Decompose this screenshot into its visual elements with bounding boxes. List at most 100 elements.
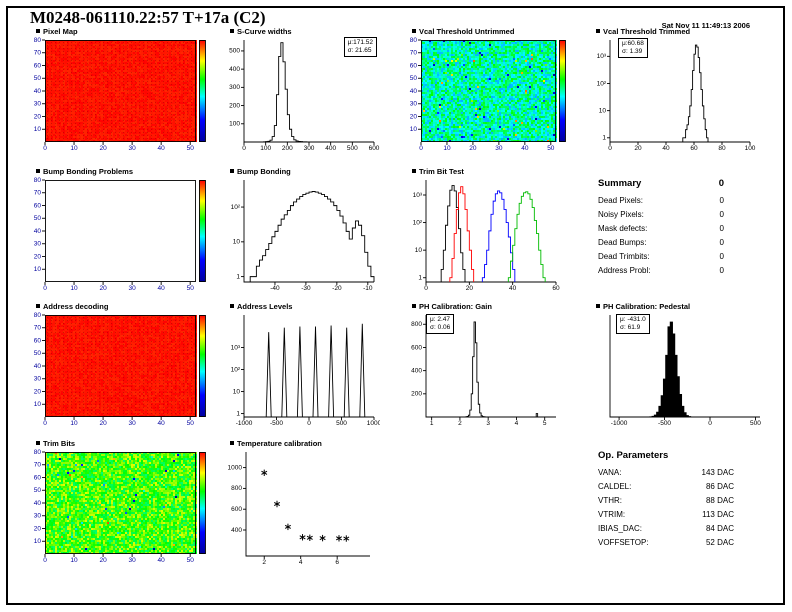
op-parameters-title: Op. Parameters	[598, 450, 669, 461]
bump-bonding-histogram-canvas	[224, 177, 380, 292]
summary-row-value: 0	[719, 224, 724, 233]
op-parameters-panel: Op. Parameters VANA: 143 DAC CALDEL: 86 DA…	[598, 450, 734, 552]
op-parameter-label: VANA:	[598, 468, 622, 477]
op-parameter-value: 88 DAC	[705, 496, 734, 505]
s-curve-widths-panel: S-Curve widths μ:171.52 σ: 21.65	[224, 26, 380, 152]
op-parameter-row: VTHR: 88 DAC	[598, 496, 734, 505]
stat-sigma: σ: 61.9	[620, 324, 641, 331]
op-parameter-row: VTRIM: 113 DAC	[598, 510, 734, 519]
op-parameter-row: VANA: 143 DAC	[598, 468, 734, 477]
summary-row-value: 0	[719, 238, 724, 247]
stat-mu: μ:60.68	[622, 40, 644, 47]
op-parameter-label: CALDEL:	[598, 482, 632, 491]
bump-bonding-problems-panel: Bump Bonding Problems	[30, 166, 212, 292]
op-parameter-label: IBIAS_DAC:	[598, 524, 643, 533]
title-marker-icon	[596, 29, 600, 33]
stat-mu: μ: -431.0	[620, 316, 646, 323]
stat-sigma: σ: 0.06	[430, 324, 451, 331]
summary-row-label: Dead Bumps:	[598, 238, 647, 247]
op-parameter-label: VTHR:	[598, 496, 622, 505]
temperature-calibration-title: Temperature calibration	[230, 438, 322, 448]
chart-title-text: Temperature calibration	[237, 438, 322, 448]
summary-total-value: 0	[718, 178, 724, 189]
vcal-untrimmed-title: Vcal Threshold Untrimmed	[412, 26, 514, 36]
summary-row: Dead Trimbits: 0	[598, 252, 724, 261]
ph-calibration-gain-panel: PH Calibration: Gain μ: 2.47 σ: 0.06	[406, 301, 562, 427]
summary-row-value: 0	[719, 252, 724, 261]
title-marker-icon	[412, 169, 416, 173]
summary-row: Noisy Pixels: 0	[598, 210, 724, 219]
op-parameter-value: 52 DAC	[705, 538, 734, 547]
trim-bits-title: Trim Bits	[36, 438, 75, 448]
ph-gain-title: PH Calibration: Gain	[412, 301, 492, 311]
ph-pedestal-stats-box: μ: -431.0 σ: 61.9	[616, 314, 650, 334]
op-parameter-row: CALDEL: 86 DAC	[598, 482, 734, 491]
address-decoding-heatmap-canvas	[30, 312, 212, 427]
address-levels-panel: Address Levels	[224, 301, 380, 427]
title-marker-icon	[36, 441, 40, 445]
summary-row-value: 0	[719, 196, 724, 205]
chart-title-text: Pixel Map	[43, 26, 78, 36]
stat-sigma: σ: 21.65	[347, 47, 372, 54]
pixel-map-panel: Pixel Map	[30, 26, 212, 152]
summary-row-value: 0	[719, 266, 724, 275]
chart-title-text: PH Calibration: Pedestal	[603, 301, 691, 311]
summary-row-value: 0	[719, 210, 724, 219]
bump-bonding-title: Bump Bonding	[230, 166, 291, 176]
stat-mu: μ: 2.47	[430, 316, 451, 323]
chart-title-text: Vcal Threshold Trimmed	[603, 26, 691, 36]
summary-row-label: Dead Pixels:	[598, 196, 643, 205]
pixel-map-heatmap-canvas	[30, 37, 212, 152]
op-parameter-value: 113 DAC	[702, 510, 734, 519]
summary-row: Dead Bumps: 0	[598, 238, 724, 247]
summary-row: Address Probl: 0	[598, 266, 724, 275]
summary-row: Mask defects: 0	[598, 224, 724, 233]
title-marker-icon	[36, 169, 40, 173]
pixel-map-title: Pixel Map	[36, 26, 78, 36]
chart-title-text: Trim Bit Test	[419, 166, 464, 176]
vcal-threshold-untrimmed-panel: Vcal Threshold Untrimmed	[406, 26, 572, 152]
s-curve-widths-title: S-Curve widths	[230, 26, 292, 36]
op-parameter-value: 86 DAC	[705, 482, 734, 491]
title-marker-icon	[230, 169, 234, 173]
vcal-untrimmed-heatmap-canvas	[406, 37, 572, 152]
address-levels-title: Address Levels	[230, 301, 292, 311]
op-parameter-label: VTRIM:	[598, 510, 626, 519]
temperature-calibration-panel: Temperature calibration	[224, 438, 376, 566]
summary-row-label: Address Probl:	[598, 266, 651, 275]
timestamp: Sat Nov 11 11:49:13 2006	[661, 21, 750, 30]
op-parameter-row: VOFFSETOP: 52 DAC	[598, 538, 734, 547]
chart-title-text: S-Curve widths	[237, 26, 292, 36]
trim-bit-test-histogram-canvas	[406, 177, 562, 292]
trim-bit-test-panel: Trim Bit Test	[406, 166, 562, 292]
summary-panel: Summary 0 Dead Pixels: 0 Noisy Pixels: 0 M…	[598, 178, 724, 280]
chart-title-text: Trim Bits	[43, 438, 76, 448]
s-curve-stats-box: μ:171.52 σ: 21.65	[343, 37, 377, 57]
title-marker-icon	[412, 304, 416, 308]
title-marker-icon	[36, 304, 40, 308]
bump-bonding-panel: Bump Bonding	[224, 166, 380, 292]
summary-row: Dead Pixels: 0	[598, 196, 724, 205]
ph-gain-stats-box: μ: 2.47 σ: 0.06	[426, 314, 455, 334]
vcal-trimmed-stats-box: μ:60.68 σ: 1.39	[618, 38, 648, 58]
chart-title-text: PH Calibration: Gain	[419, 301, 492, 311]
title-marker-icon	[596, 304, 600, 308]
summary-row-label: Mask defects:	[598, 224, 648, 233]
temperature-calibration-scatter-canvas	[224, 449, 376, 566]
chart-title-text: Address Levels	[237, 301, 293, 311]
trim-bits-heatmap-canvas	[30, 449, 212, 564]
trim-bit-test-title: Trim Bit Test	[412, 166, 464, 176]
title-marker-icon	[230, 29, 234, 33]
page-border-frame	[6, 6, 785, 605]
summary-row-label: Dead Trimbits:	[598, 252, 650, 261]
title-marker-icon	[230, 304, 234, 308]
op-parameter-label: VOFFSETOP:	[598, 538, 649, 547]
title-marker-icon	[412, 29, 416, 33]
chart-title-text: Bump Bonding	[237, 166, 291, 176]
address-levels-histogram-canvas	[224, 312, 380, 427]
ph-pedestal-title: PH Calibration: Pedestal	[596, 301, 690, 311]
ph-calibration-pedestal-panel: PH Calibration: Pedestal μ: -431.0 σ: 61…	[590, 301, 766, 427]
stat-mu: μ:171.52	[347, 39, 373, 46]
op-parameter-row: IBIAS_DAC: 84 DAC	[598, 524, 734, 533]
